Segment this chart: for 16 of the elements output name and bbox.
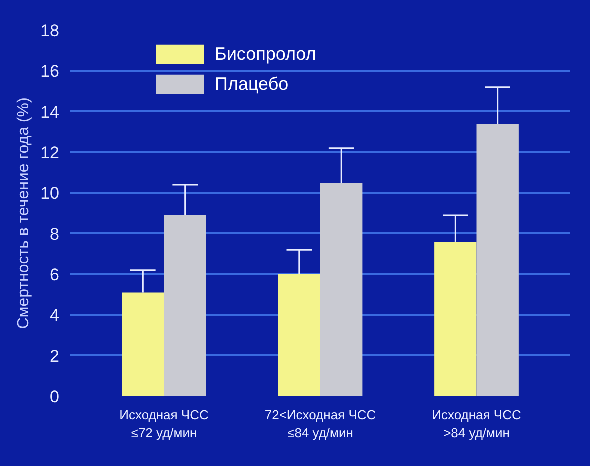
y-tick-label: 2 — [50, 346, 60, 366]
y-tick-label: 14 — [40, 102, 60, 122]
legend-label: Бисопролол — [215, 44, 316, 64]
y-tick-label: 0 — [50, 388, 60, 406]
x-tick-label: Исходная ЧСС >84 уд/мин — [432, 408, 522, 440]
y-tick-label: 12 — [40, 144, 60, 162]
y-tick-label: 16 — [40, 62, 60, 82]
y-tick-label: 10 — [40, 184, 60, 204]
y-tick-label: 8 — [50, 224, 60, 244]
x-tick-label: 72<Исходная ЧСС ≤84 уд/мин — [264, 408, 376, 440]
legend-label: Плацебо — [215, 74, 289, 94]
y-axis-title: Смертность в течение года (%) — [16, 98, 33, 330]
y-tick-label: 18 — [40, 22, 60, 40]
x-tick-label: Исходная ЧСС ≤72 уд/мин — [120, 408, 209, 440]
y-tick-label: 6 — [50, 266, 60, 284]
y-tick-label: 4 — [50, 306, 60, 326]
